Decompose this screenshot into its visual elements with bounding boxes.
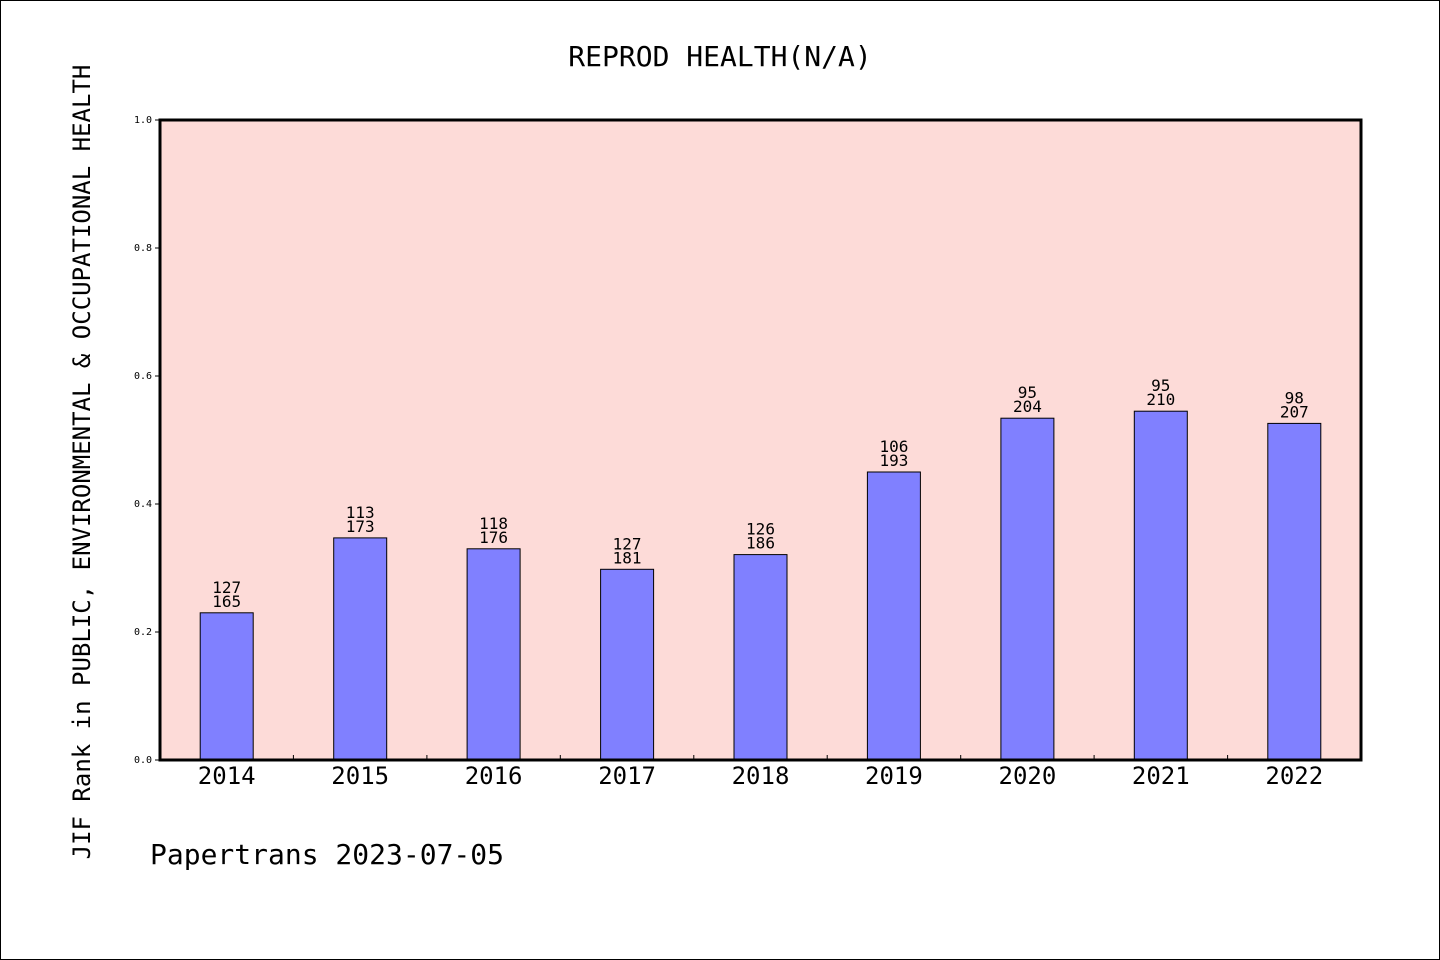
x-tick-label: 2017 xyxy=(598,762,656,790)
axis-ticks-group: 2014 2015 2016 2017 2018 2019 2020 2021 2022 0.0 0… xyxy=(134,115,1323,790)
bar-label-rank: 95 xyxy=(1018,383,1037,402)
bar-label-rank: 113 xyxy=(346,503,375,522)
bar-label-total: 204 xyxy=(1013,397,1042,416)
bar-2014 xyxy=(199,612,254,761)
bar-label-rank: 95 xyxy=(1151,376,1170,395)
x-tick-label: 2020 xyxy=(999,762,1057,790)
plot-border xyxy=(158,118,1363,762)
bar-2020 xyxy=(1000,417,1055,761)
bar-label-total: 181 xyxy=(613,548,642,567)
x-tick-label: 2015 xyxy=(331,762,389,790)
x-tick-label: 2019 xyxy=(865,762,923,790)
bar-label-total: 165 xyxy=(212,592,241,611)
bar-label-rank: 126 xyxy=(746,520,775,539)
x-tick-label: 2021 xyxy=(1132,762,1190,790)
x-tick-label: 2014 xyxy=(198,762,256,790)
bar-label-total: 186 xyxy=(746,534,775,553)
bar-label-rank: 98 xyxy=(1285,388,1304,407)
bar-2018 xyxy=(733,554,788,761)
y-tick-label: 0.2 xyxy=(134,627,152,638)
x-tick-label: 2022 xyxy=(1265,762,1323,790)
x-tick-label: 2016 xyxy=(465,762,523,790)
y-tick-label: 0.8 xyxy=(134,243,152,254)
bar-label-total: 210 xyxy=(1146,390,1175,409)
bar-2022 xyxy=(1267,422,1322,761)
bar-2016 xyxy=(466,548,521,761)
y-axis-label: JIF Rank in PUBLIC, ENVIRONMENTAL & OCCU… xyxy=(68,65,96,860)
y-tick-label: 0.4 xyxy=(134,499,152,510)
bar-label-total: 173 xyxy=(346,517,375,536)
bar-label-total: 207 xyxy=(1280,402,1309,421)
bar-label-total: 193 xyxy=(879,451,908,470)
bar-2015 xyxy=(333,537,388,761)
y-tick-label: 1.0 xyxy=(134,115,152,126)
bar-label-rank: 118 xyxy=(479,514,508,533)
bar-label-total: 176 xyxy=(479,528,508,547)
bar-2019 xyxy=(866,471,921,761)
chart-title: REPROD HEALTH(N/A) xyxy=(568,40,871,73)
y-tick-label: 0.0 xyxy=(134,755,152,766)
bar-label-rank: 127 xyxy=(212,578,241,597)
y-tick-label: 0.6 xyxy=(134,371,152,382)
bar-2017 xyxy=(600,568,655,761)
bar-2021 xyxy=(1133,410,1188,761)
x-tick-label: 2018 xyxy=(732,762,790,790)
footer-text: Papertrans 2023-07-05 xyxy=(150,838,504,871)
bar-label-rank: 106 xyxy=(879,437,908,456)
bar-label-rank: 127 xyxy=(613,534,642,553)
